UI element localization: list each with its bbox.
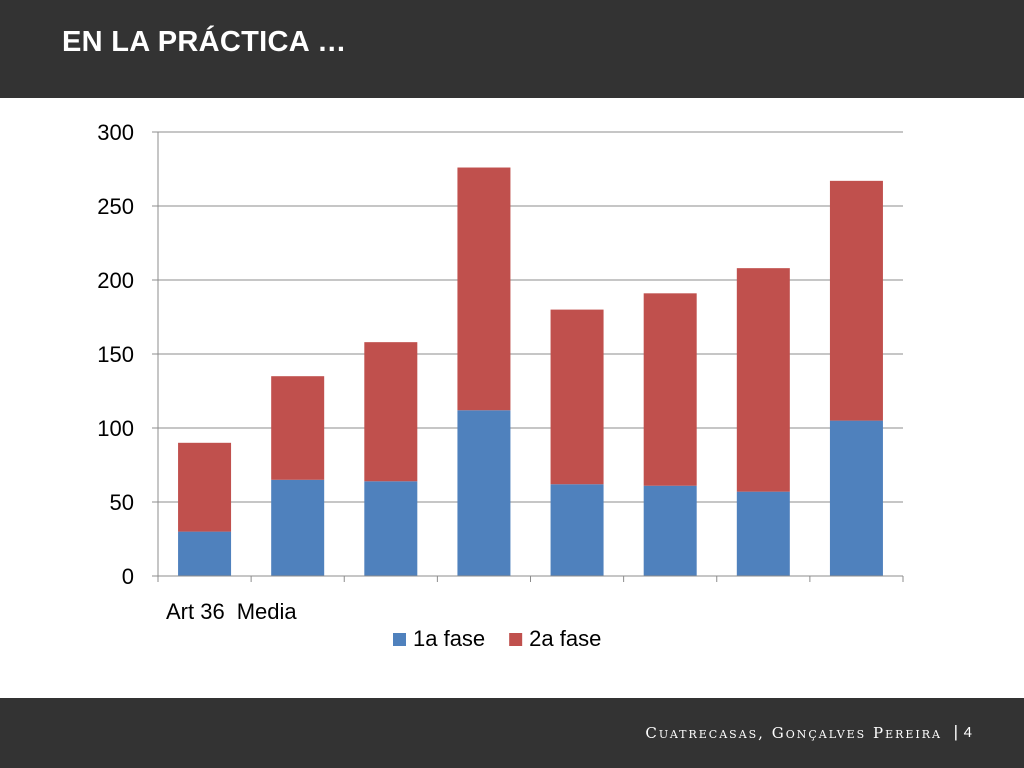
bar-segment	[457, 167, 511, 411]
bar-segment	[178, 442, 232, 532]
legend-label: 2a fase	[529, 626, 601, 651]
bar-segment	[364, 342, 418, 482]
y-tick-label: 200	[97, 268, 134, 293]
bar-segment	[736, 268, 790, 492]
bar-segment	[550, 309, 604, 485]
bar-segment	[364, 481, 418, 576]
bar-segment	[736, 491, 790, 576]
y-tick-label: 250	[97, 194, 134, 219]
legend-swatch	[393, 633, 406, 646]
y-tick-label: 100	[97, 416, 134, 441]
bar-segment	[829, 420, 883, 576]
legend-label: 1a fase	[413, 626, 485, 651]
y-tick-label: 150	[97, 342, 134, 367]
x-tick-label: Media	[237, 599, 298, 624]
bar-segment	[550, 484, 604, 576]
title-band: EN LA PRÁCTICA …	[0, 0, 1024, 98]
slide-title: EN LA PRÁCTICA …	[62, 26, 347, 58]
bar-segment	[457, 410, 511, 576]
y-tick-label: 50	[110, 490, 134, 515]
bar-segment	[829, 180, 883, 421]
legend-swatch	[509, 633, 523, 646]
footer-separator: |	[953, 722, 958, 741]
bar-segment	[643, 485, 697, 576]
bar-segment	[271, 479, 325, 576]
footer-band: Cuatrecasas, Gonçalves Pereira | 4	[0, 698, 1024, 768]
bar-segment	[643, 293, 697, 486]
page-number: 4	[963, 724, 972, 741]
stacked-bar-chart: 0 50 100 150 200 250 300 Art 36 Media 1a fase 2a f…	[97, 120, 904, 651]
footer-firm-name: Cuatrecasas, Gonçalves Pereira	[645, 724, 942, 742]
chart-area: 0 50 100 150 200 250 300 Art 36 Media 1a fase 2a f…	[0, 98, 1024, 698]
bar-segment	[271, 376, 325, 480]
bar-segment	[178, 531, 232, 576]
y-tick-label: 300	[97, 120, 134, 145]
x-tick-label: Art 36	[166, 599, 225, 624]
y-tick-label: 0	[122, 564, 134, 589]
